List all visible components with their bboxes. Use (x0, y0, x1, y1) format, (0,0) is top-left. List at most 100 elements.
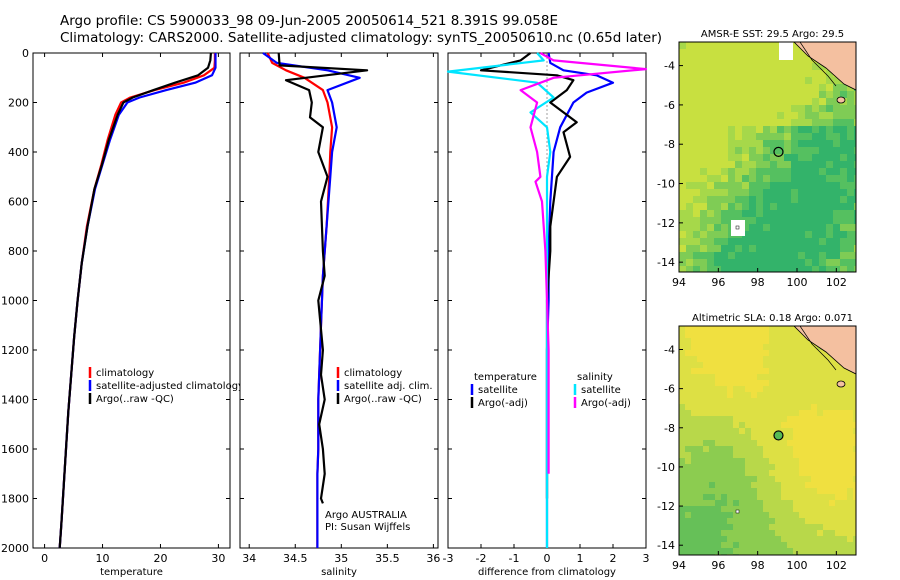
sst-cell (735, 84, 743, 92)
sla-cell (799, 380, 806, 387)
sst-cell (686, 49, 694, 57)
sla-cell (847, 548, 854, 555)
sla-cell (781, 350, 788, 357)
sla-cell (733, 386, 740, 393)
sla-cell (685, 524, 692, 531)
sst-cell (840, 147, 848, 155)
sla-cell (697, 434, 704, 441)
sst-cell (686, 119, 694, 127)
sst-cell (707, 77, 715, 85)
sst-cell (826, 189, 834, 197)
sla-cell (805, 350, 812, 357)
sla-cell (691, 416, 698, 423)
sla-cell (793, 350, 800, 357)
sst-cell (749, 231, 757, 239)
sst-cell (812, 168, 820, 176)
sla-cell (799, 374, 806, 381)
sst-cell (826, 161, 834, 169)
sst-cell (812, 147, 820, 155)
sst-cell (777, 196, 785, 204)
sst-cell (805, 231, 813, 239)
sst-cell (791, 245, 799, 253)
x-tick-label: -3 (443, 552, 454, 565)
sst-cell (777, 70, 785, 78)
sla-cell (805, 386, 812, 393)
sla-cell (799, 434, 806, 441)
sla-cell (745, 464, 752, 471)
sst-cell (798, 98, 806, 106)
x-tick-label: 36 (426, 552, 440, 565)
sla-cell (703, 362, 710, 369)
sst-cell (805, 266, 813, 272)
sla-cell (763, 362, 770, 369)
sla-cell (745, 512, 752, 519)
sst-cell (679, 147, 687, 155)
sla-cell (787, 506, 794, 513)
sst-cell (756, 210, 764, 218)
sla-cell (793, 398, 800, 405)
sst-cell (693, 175, 701, 183)
sla-cell (805, 548, 812, 555)
sla-cell (787, 542, 794, 549)
sst-cell (679, 126, 687, 134)
sla-cell (739, 512, 746, 519)
sla-cell (697, 416, 704, 423)
sla-cell (685, 356, 692, 363)
sla-cell (709, 500, 716, 507)
sla-cell (817, 404, 824, 411)
sla-cell (703, 446, 710, 453)
sla-cell (727, 404, 734, 411)
sst-cell (784, 231, 792, 239)
sla-cell (799, 398, 806, 405)
sla-cell (745, 446, 752, 453)
sla-cell (733, 380, 740, 387)
sla-cell (763, 488, 770, 495)
sla-cell (709, 356, 716, 363)
sla-cell (757, 356, 764, 363)
sst-cell (798, 259, 806, 267)
sla-cell (829, 392, 836, 399)
sla-cell (775, 506, 782, 513)
sla-cell (697, 506, 704, 513)
sst-cell (749, 252, 757, 260)
sst-cell (749, 84, 757, 92)
sla-cell (787, 362, 794, 369)
sst-cell (686, 70, 694, 78)
sla-cell (811, 404, 818, 411)
sst-cell (700, 91, 708, 99)
sst-cell (756, 175, 764, 183)
sst-cell (714, 91, 722, 99)
sst-cell (686, 98, 694, 106)
sst-cell (791, 217, 799, 225)
sst-cell (728, 259, 736, 267)
sla-cell (823, 476, 830, 483)
sst-cell (819, 182, 827, 190)
sst-cell (742, 84, 750, 92)
sst-cell (749, 217, 757, 225)
sst-cell (770, 126, 778, 134)
sst-cell (784, 147, 792, 155)
sla-cell (739, 458, 746, 465)
x-tick-label: 102 (826, 559, 847, 572)
sla-cell (721, 350, 728, 357)
sla-cell (691, 368, 698, 375)
series-line-satellite-adj-clim- (262, 52, 361, 548)
sla-cell (697, 428, 704, 435)
sst-cell (742, 168, 750, 176)
sla-cell (853, 476, 856, 483)
map-field (679, 326, 856, 555)
sla-cell (715, 524, 722, 531)
sla-cell (703, 434, 710, 441)
sst-cell (777, 182, 785, 190)
sst-cell (826, 119, 834, 127)
sla-cell (853, 440, 856, 447)
sst-cell (854, 266, 856, 272)
sla-cell (853, 446, 856, 453)
sst-cell (742, 70, 750, 78)
sla-cell (691, 326, 698, 333)
sla-cell (847, 428, 854, 435)
sla-cell (679, 476, 686, 483)
sla-cell (805, 380, 812, 387)
sla-cell (691, 362, 698, 369)
sst-cell (819, 70, 827, 78)
